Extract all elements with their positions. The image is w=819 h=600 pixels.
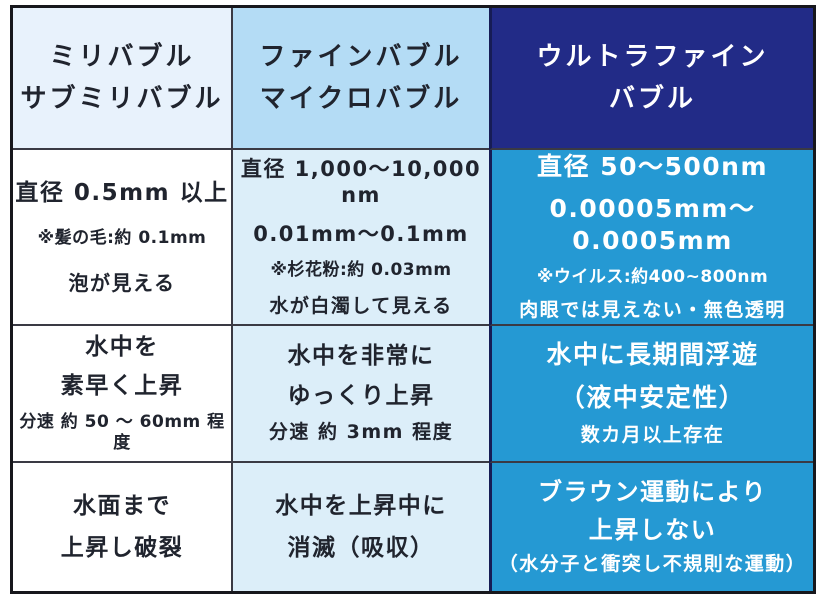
cell-text-line: 上昇し破裂 <box>60 534 184 561</box>
cell-text-line: 肉眼では見えない・無色透明 <box>519 299 786 322</box>
header-line: ファインバブル <box>259 42 463 72</box>
cell-text-line: ※髪の毛:約 0.1mm <box>37 228 207 249</box>
cell-text-line: ブラウン運動により <box>537 478 768 507</box>
cell-text-line: 水面まで <box>73 492 171 519</box>
cell-text-line: 水中を上昇中に <box>275 492 447 519</box>
header-line: ミリバブル <box>49 42 195 72</box>
cell-rise-ultrafine: 水中に長期間浮遊 （液中安定性） 数カ月以上存在 <box>489 326 813 463</box>
cell-fate-fine: 水中を上昇中に 消滅（吸収） <box>233 463 489 591</box>
cell-rise-fine: 水中を非常に ゆっくり上昇 分速 約 3mm 程度 <box>233 326 489 463</box>
header-line: マイクロバブル <box>259 84 463 114</box>
cell-text-line: 素早く上昇 <box>60 373 184 400</box>
cell-text-line: 直径 50～500nm <box>536 152 769 182</box>
cell-text-line: 上昇しない <box>588 516 717 545</box>
cell-diameter-fine: 直径 1,000～10,000 nm 0.01mm～0.1mm ※杉花粉:約 0… <box>233 150 489 326</box>
header-line: サブミリバブル <box>20 84 224 114</box>
cell-text-line: 0.00005mm～0.0005mm <box>549 194 756 255</box>
header-line: ウルトラファイン <box>536 42 769 72</box>
cell-diameter-milli: 直径 0.5mm 以上 ※髪の毛:約 0.1mm 泡が見える <box>13 150 233 326</box>
header-cell-fine-bubble: ファインバブル マイクロバブル <box>233 8 489 150</box>
cell-text-line: ※杉花粉:約 0.03mm <box>270 260 452 281</box>
cell-diameter-ultrafine: 直径 50～500nm 0.00005mm～0.0005mm ※ウイルス:約40… <box>489 150 813 326</box>
cell-text-line: 水が白濁して見える <box>269 294 453 317</box>
cell-text-line: 消滅（吸収） <box>287 534 435 561</box>
bubble-comparison-table: ミリバブル サブミリバブル ファインバブル マイクロバブル ウルトラファイン バ… <box>10 5 816 594</box>
cell-text-line: 直径 0.5mm 以上 <box>15 179 229 206</box>
cell-text-line: （水分子と衝突し不規則な運動） <box>498 553 807 576</box>
cell-text-line: 0.01mm～0.1mm <box>253 222 469 247</box>
header-cell-ultra-fine-bubble: ウルトラファイン バブル <box>489 8 813 150</box>
cell-fate-milli: 水面まで 上昇し破裂 <box>13 463 233 591</box>
cell-text-line: 分速 約 3mm 程度 <box>268 421 454 444</box>
header-cell-milli-bubble: ミリバブル サブミリバブル <box>13 8 233 150</box>
cell-rise-milli: 水中を 素早く上昇 分速 約 50 ～ 60mm 程度 <box>13 326 233 463</box>
cell-text-line: 泡が見える <box>68 270 176 295</box>
cell-text-line: 直径 1,000～10,000 nm <box>240 156 482 207</box>
cell-fate-ultrafine: ブラウン運動により 上昇しない （水分子と衝突し不規則な運動） <box>489 463 813 591</box>
header-line: バブル <box>608 84 696 114</box>
cell-text-line: ゆっくり上昇 <box>287 382 435 409</box>
cell-text-line: 分速 約 50 ～ 60mm 程度 <box>19 412 225 454</box>
cell-text-line: 水中を非常に <box>287 342 435 369</box>
cell-text-line: 水中を <box>85 333 159 360</box>
cell-text-line: 水中に長期間浮遊 <box>546 340 759 370</box>
cell-text-line: ※ウイルス:約400~800nm <box>536 266 769 287</box>
cell-text-line: （液中安定性） <box>559 382 746 412</box>
cell-text-line: 数カ月以上存在 <box>580 423 725 446</box>
